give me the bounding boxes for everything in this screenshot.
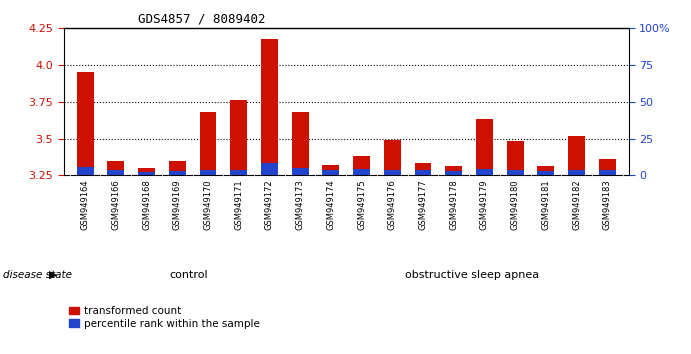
Text: GDS4857 / 8089402: GDS4857 / 8089402 <box>138 12 266 25</box>
Bar <box>568 170 585 175</box>
Bar <box>445 166 462 175</box>
Text: GSM949180: GSM949180 <box>511 179 520 230</box>
Bar <box>107 170 124 175</box>
Bar <box>200 112 216 175</box>
Bar <box>415 164 431 175</box>
Bar <box>77 72 93 175</box>
Bar <box>538 166 554 175</box>
Bar <box>230 100 247 175</box>
Bar <box>200 170 216 175</box>
Bar <box>415 170 431 175</box>
Bar <box>323 165 339 175</box>
Text: GSM949178: GSM949178 <box>449 179 458 230</box>
Bar <box>323 170 339 175</box>
Bar <box>77 167 93 175</box>
Bar <box>353 156 370 175</box>
Legend: transformed count, percentile rank within the sample: transformed count, percentile rank withi… <box>69 306 261 329</box>
Bar <box>261 39 278 175</box>
Text: GSM949173: GSM949173 <box>296 179 305 230</box>
Text: GSM949177: GSM949177 <box>419 179 428 230</box>
Bar <box>292 112 309 175</box>
Text: obstructive sleep apnea: obstructive sleep apnea <box>405 270 539 280</box>
Text: GSM949181: GSM949181 <box>541 179 550 230</box>
Bar <box>599 159 616 175</box>
Text: GSM949170: GSM949170 <box>203 179 212 230</box>
Bar <box>538 171 554 175</box>
Text: GSM949175: GSM949175 <box>357 179 366 230</box>
Text: GSM949166: GSM949166 <box>111 179 120 230</box>
Bar <box>445 171 462 175</box>
Bar <box>138 172 155 175</box>
Text: GSM949172: GSM949172 <box>265 179 274 230</box>
Text: GSM949171: GSM949171 <box>234 179 243 230</box>
Bar <box>169 171 186 175</box>
Text: GSM949174: GSM949174 <box>326 179 335 230</box>
Text: GSM949176: GSM949176 <box>388 179 397 230</box>
Bar <box>261 164 278 175</box>
Text: GSM949164: GSM949164 <box>81 179 90 230</box>
Text: GSM949169: GSM949169 <box>173 179 182 230</box>
Text: GSM949183: GSM949183 <box>603 179 612 230</box>
Text: GSM949179: GSM949179 <box>480 179 489 230</box>
Bar <box>507 170 524 175</box>
Bar <box>230 170 247 175</box>
Bar <box>138 168 155 175</box>
Text: GSM949168: GSM949168 <box>142 179 151 230</box>
Bar <box>292 168 309 175</box>
Bar <box>599 170 616 175</box>
Bar <box>476 169 493 175</box>
Text: ▶: ▶ <box>49 270 57 280</box>
Text: disease state: disease state <box>3 270 73 280</box>
Bar <box>107 160 124 175</box>
Bar <box>353 169 370 175</box>
Bar <box>476 119 493 175</box>
Bar <box>384 140 401 175</box>
Bar <box>169 160 186 175</box>
Bar <box>568 136 585 175</box>
Text: control: control <box>170 270 209 280</box>
Text: GSM949182: GSM949182 <box>572 179 581 230</box>
Bar <box>384 170 401 175</box>
Bar <box>507 142 524 175</box>
